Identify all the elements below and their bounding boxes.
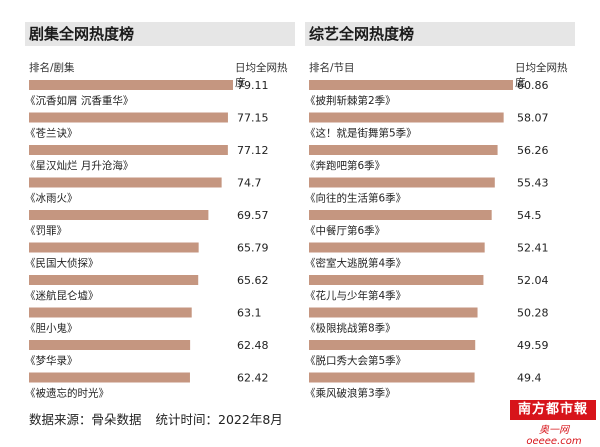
value-column-header: 日均全网热度: [515, 62, 568, 89]
bar: [309, 340, 476, 350]
category-label: 《星汉灿烂 月升沧海》: [25, 159, 133, 172]
data-source: 数据来源：骨朵数据: [29, 412, 142, 427]
value-label: 69.57: [237, 209, 269, 222]
category-label: 《披荆斩棘第2季》: [305, 94, 396, 107]
value-label: 52.04: [517, 274, 549, 287]
category-label: 《冰雨火》: [25, 192, 78, 205]
value-label: 77.12: [237, 144, 269, 157]
value-label: 55.43: [517, 177, 549, 190]
category-label: 《脱口秀大会第5季》: [305, 354, 406, 367]
category-label: 《民国大侦探》: [25, 257, 99, 270]
category-label: 《被遗忘的时光》: [25, 387, 109, 400]
variety-chart-panel: 综艺全网热度榜 排名/节目 日均全网热度 60.86 《披荆斩棘第2季》 58.07…: [305, 22, 575, 400]
bar: [309, 177, 495, 188]
drama-bar-chart: 79.11 《沉香如屑 沉香重华》 77.15 《苍兰诀》 77.12 《星汉灿烂 月升沧…: [25, 79, 269, 400]
value-label: 77.15: [237, 112, 269, 125]
category-label: 《花儿与少年第4季》: [305, 289, 406, 302]
bar: [29, 307, 192, 318]
category-label: 《胆小鬼》: [25, 322, 78, 335]
variety-bar-chart: 60.86 《披荆斩棘第2季》 58.07 《这！就是街舞第5季》 56.26 《奔跑吧第…: [305, 79, 549, 400]
bar: [29, 80, 233, 90]
bar: [309, 275, 484, 285]
bar: [29, 145, 228, 155]
bar: [29, 112, 228, 123]
category-label: 《乘风破浪第3季》: [305, 387, 396, 400]
bar: [29, 242, 199, 253]
category-label: 《这！就是街舞第5季》: [305, 127, 417, 140]
value-label: 49.4: [517, 372, 542, 385]
bar: [309, 80, 513, 90]
category-label: 《密室大逃脱第4季》: [305, 257, 406, 270]
value-label: 62.42: [237, 372, 269, 385]
bar: [309, 112, 504, 123]
chart-title: 剧集全网热度榜: [25, 22, 295, 46]
bar: [29, 340, 191, 350]
value-label: 65.79: [237, 242, 269, 255]
category-label: 《沉香如屑 沉香重华》: [25, 94, 133, 107]
category-label: 《苍兰诀》: [25, 127, 78, 140]
rank-column-header: 排名/剧集: [29, 62, 75, 74]
bar: [29, 372, 190, 383]
bar: [309, 372, 475, 383]
bar: [309, 307, 478, 318]
value-label: 52.41: [517, 242, 549, 255]
rank-column-header: 排名/节目: [309, 62, 355, 74]
category-label: 《迷航昆仑墟》: [25, 289, 99, 302]
website-logo: 奥一网oeeee.com: [526, 425, 582, 447]
value-label: 79.11: [237, 79, 269, 92]
value-label: 63.1: [237, 307, 262, 320]
value-label: 60.86: [517, 79, 549, 92]
value-label: 54.5: [517, 209, 542, 222]
bar: [29, 210, 209, 220]
drama-chart-panel: 剧集全网热度榜 排名/剧集 日均全网热度 79.11 《沉香如屑 沉香重华》 77.…: [25, 22, 295, 400]
footer: 数据来源：骨朵数据 统计时间：2022年8月: [29, 409, 297, 428]
stat-time: 统计时间：2022年8月: [155, 412, 283, 427]
chart-title: 综艺全网热度榜: [305, 22, 575, 46]
value-label: 56.26: [517, 144, 549, 157]
category-label: 《向往的生活第6季》: [305, 192, 406, 205]
bar: [309, 210, 492, 220]
newspaper-logo: 南方都市報: [510, 400, 596, 420]
bar: [29, 177, 222, 188]
category-label: 《中餐厅第6季》: [305, 224, 385, 237]
value-label: 62.48: [237, 339, 269, 352]
value-label: 65.62: [237, 274, 269, 287]
bar: [309, 145, 498, 155]
category-label: 《极限挑战第8季》: [305, 322, 396, 335]
bar: [29, 275, 199, 285]
value-column-header: 日均全网热度: [235, 62, 288, 89]
value-label: 58.07: [517, 112, 549, 125]
value-label: 49.59: [517, 339, 549, 352]
value-label: 50.28: [517, 307, 549, 320]
category-label: 《奔跑吧第6季》: [305, 159, 385, 172]
value-label: 74.7: [237, 177, 262, 190]
bar: [309, 242, 485, 253]
category-label: 《梦华录》: [25, 354, 78, 367]
category-label: 《罚罪》: [25, 225, 67, 237]
